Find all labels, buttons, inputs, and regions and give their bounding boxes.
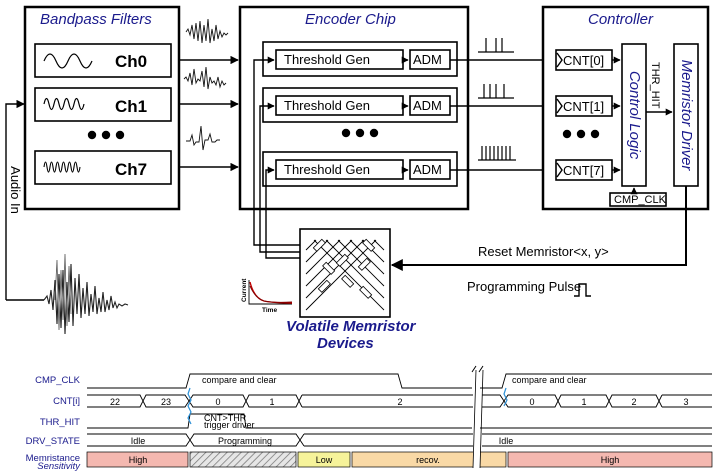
cnt-value: 0 [215,397,220,407]
counter-to-logic [612,56,621,174]
controller-title: Controller [588,11,654,28]
timing-label-cmp-clk: CMP_CLK [35,375,81,386]
compare-clear-2: compare and clear [512,375,587,385]
threshold-gen-label: Threshold Gen [284,52,370,67]
time-break [471,365,484,470]
timing-label-cnt: CNT[i] [53,396,80,407]
filter-to-encoder-arrows [179,55,239,172]
memristance-high: High [129,455,148,465]
encoder-chip-block: Encoder Chip Threshold Gen ADM Threshold… [238,5,470,259]
inset-xlabel: Time [262,307,277,314]
control-logic-label: Control Logic [626,71,643,160]
current-decay-inset: Current Time [241,278,293,314]
cnt-value: 3 [683,397,688,407]
memristor-driver-label: Memristor Driver [678,60,695,172]
encoder-row-1: Threshold Gen ADM [262,87,458,123]
channel-label-1: Ch1 [115,97,147,116]
thr-note-line2: trigger driver [204,420,255,430]
drv-state-programming: Programming [218,436,272,446]
cnt-value: 1 [269,397,274,407]
timing-label-drv-state: DRV_STATE [26,436,80,447]
audio-in-label: Audio In [8,166,23,214]
counter-1: CNT[1] [555,95,613,117]
reset-memristor-label: Reset Memristor<x, y> [478,244,609,259]
encoder-to-controller-arrows [450,55,555,175]
drv-state-idle: Idle [499,436,514,446]
encoder-row-0: Threshold Gen ADM [262,41,458,77]
bandpass-title: Bandpass Filters [40,11,152,28]
memristor-crossbar: Volatile Memristor Devices [286,228,417,352]
memristance-high: High [601,455,620,465]
channel-label-0: Ch0 [115,52,147,71]
edge-markers [187,387,508,425]
cnt-value: 0 [529,397,534,407]
counter-label-1: CNT[1] [563,99,604,114]
programming-pulse-label: Programming Pulse [467,279,581,294]
counter-0: CNT[0] [555,49,613,71]
cnt-value: 23 [161,397,171,407]
thr-note-line1: CNT>THR [204,413,247,423]
adm-label: ADM [413,52,442,67]
channel-waveforms [183,18,229,151]
cmp-clk-label: CMP_CLK [614,194,667,206]
bandpass-filters-block: Bandpass Filters Ch0 Ch1 Ch7 [23,5,181,211]
timing-label-sensitivity: Sensitivity [37,461,81,471]
encoder-ellipsis [341,128,379,138]
threshold-gen-label: Threshold Gen [284,162,370,177]
drv-state-waveform [87,433,712,447]
encoder-title: Encoder Chip [305,11,396,28]
audio-waveform [43,253,129,335]
adm-label: ADM [413,98,442,113]
thr-hit-label: THR_HIT [649,62,661,109]
programming-pulse-icon [574,283,591,297]
timing-label-memristance: Memristance [26,453,80,464]
memristor-title-line2: Devices [317,335,374,352]
filter-ch1: Ch1 [34,87,172,122]
cmp-clk-waveform [87,373,712,389]
filter-ch0: Ch0 [34,43,172,78]
memristor-title-line1: Volatile Memristor [286,318,417,335]
thr-hit-waveform [87,413,712,429]
counter-label-0: CNT[0] [563,53,604,68]
timing-diagram: CMP_CLK CNT[i] THR_HIT DRV_STATE Memrist… [26,365,713,471]
drv-state-idle: Idle [131,436,146,446]
filter-ch7: Ch7 [34,150,172,185]
counter-7: CNT[7] [555,159,613,181]
cnt-value: 1 [581,397,586,407]
inset-ylabel: Current [241,278,248,302]
memristance-recov: recov. [416,455,440,465]
counter-label-7: CNT[7] [563,163,604,178]
filter-ellipsis [87,130,125,140]
controller-block: Controller CNT[0] CNT[1] CNT[7] Control … [541,5,710,211]
memristor-driver: Memristor Driver [673,43,699,187]
channel-label-7: Ch7 [115,160,147,179]
spike-trains [478,38,516,161]
cnt-value: 22 [110,397,120,407]
cnt-value: 2 [631,397,636,407]
timing-label-thr-hit: THR_HIT [40,417,80,428]
threshold-gen-label: Threshold Gen [284,98,370,113]
reset-memristor-line: Reset Memristor<x, y> Programming Pulse [390,186,687,297]
memristor-to-threshold-wires [253,56,300,259]
memristance-low: Low [316,455,333,465]
counter-ellipsis [562,129,600,139]
control-logic: Control Logic [621,43,647,187]
cnt-waveform [87,394,712,408]
audio-input: Audio In [5,99,129,335]
adm-label: ADM [413,162,442,177]
compare-clear-1: compare and clear [202,375,277,385]
thr-hit-signal: THR_HIT [646,62,673,116]
cmp-clk-box: CMP_CLK [609,187,667,207]
encoder-row-7: Threshold Gen ADM [262,151,458,187]
memristance-waveform [86,451,713,468]
cnt-value: 2 [397,397,402,407]
